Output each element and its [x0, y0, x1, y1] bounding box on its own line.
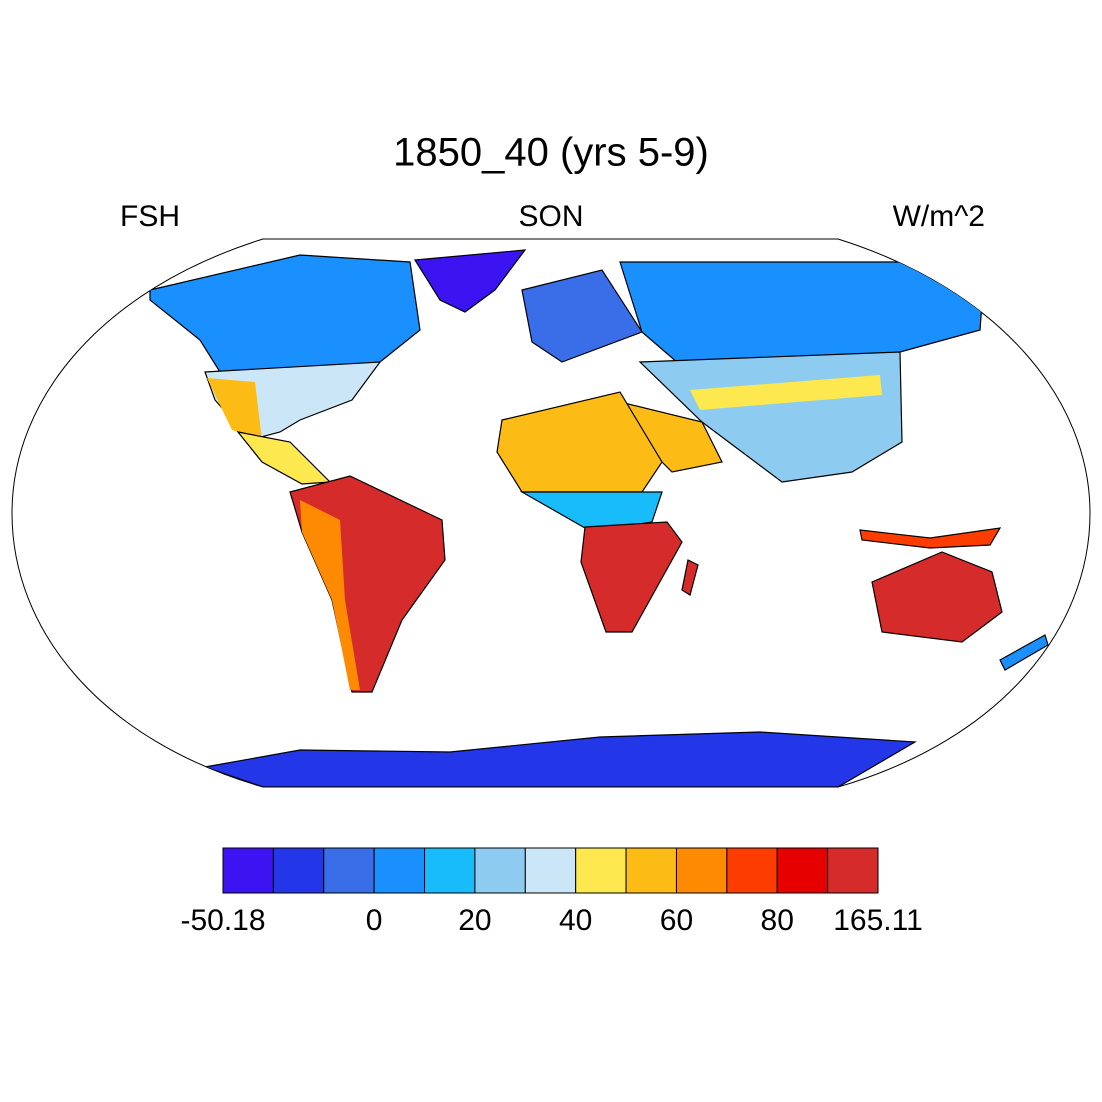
andes	[300, 500, 360, 690]
colorbar-label: 165.11	[833, 904, 923, 937]
colorbar-box	[827, 847, 879, 894]
land	[149, 249, 1049, 787]
colorbar-label: 20	[458, 904, 491, 937]
colorbar-label: 80	[761, 904, 794, 937]
asia-band	[690, 375, 882, 410]
map	[11, 238, 1091, 788]
colorbar-box	[726, 847, 778, 894]
colorbar-box	[373, 847, 426, 894]
colorbar-box	[222, 847, 274, 894]
colorbar-label: 40	[559, 904, 592, 937]
new-zealand	[999, 634, 1049, 671]
colorbar-box	[323, 847, 375, 894]
colorbar-box	[625, 847, 677, 894]
colorbar-box	[675, 847, 728, 894]
title: 1850_40 (yrs 5-9)	[393, 131, 709, 175]
africa-middle	[519, 491, 663, 533]
africa-south	[580, 521, 683, 633]
colorbar-box	[575, 847, 627, 894]
indonesia	[859, 527, 1002, 549]
colorbar-label: 0	[366, 904, 383, 937]
colorbar-box	[524, 847, 577, 894]
center-label: SON	[518, 200, 583, 233]
right-label: W/m^2	[893, 200, 985, 233]
usa-southwest	[207, 378, 262, 440]
colorbar-box	[272, 847, 325, 894]
colorbar-label: 60	[660, 904, 693, 937]
colorbar: -50.18 0 20 40 60 80 165.11	[180, 847, 923, 937]
greenland	[413, 249, 527, 313]
central-america	[236, 431, 332, 485]
antarctica	[202, 731, 917, 787]
colorbar-box	[424, 847, 476, 894]
left-label: FSH	[120, 200, 180, 233]
colorbar-box	[474, 847, 526, 894]
madagascar	[681, 559, 699, 596]
colorbar-label: -50.18	[180, 904, 265, 937]
australia	[871, 551, 1003, 643]
europe	[521, 269, 643, 363]
colorbar-box	[776, 847, 829, 894]
